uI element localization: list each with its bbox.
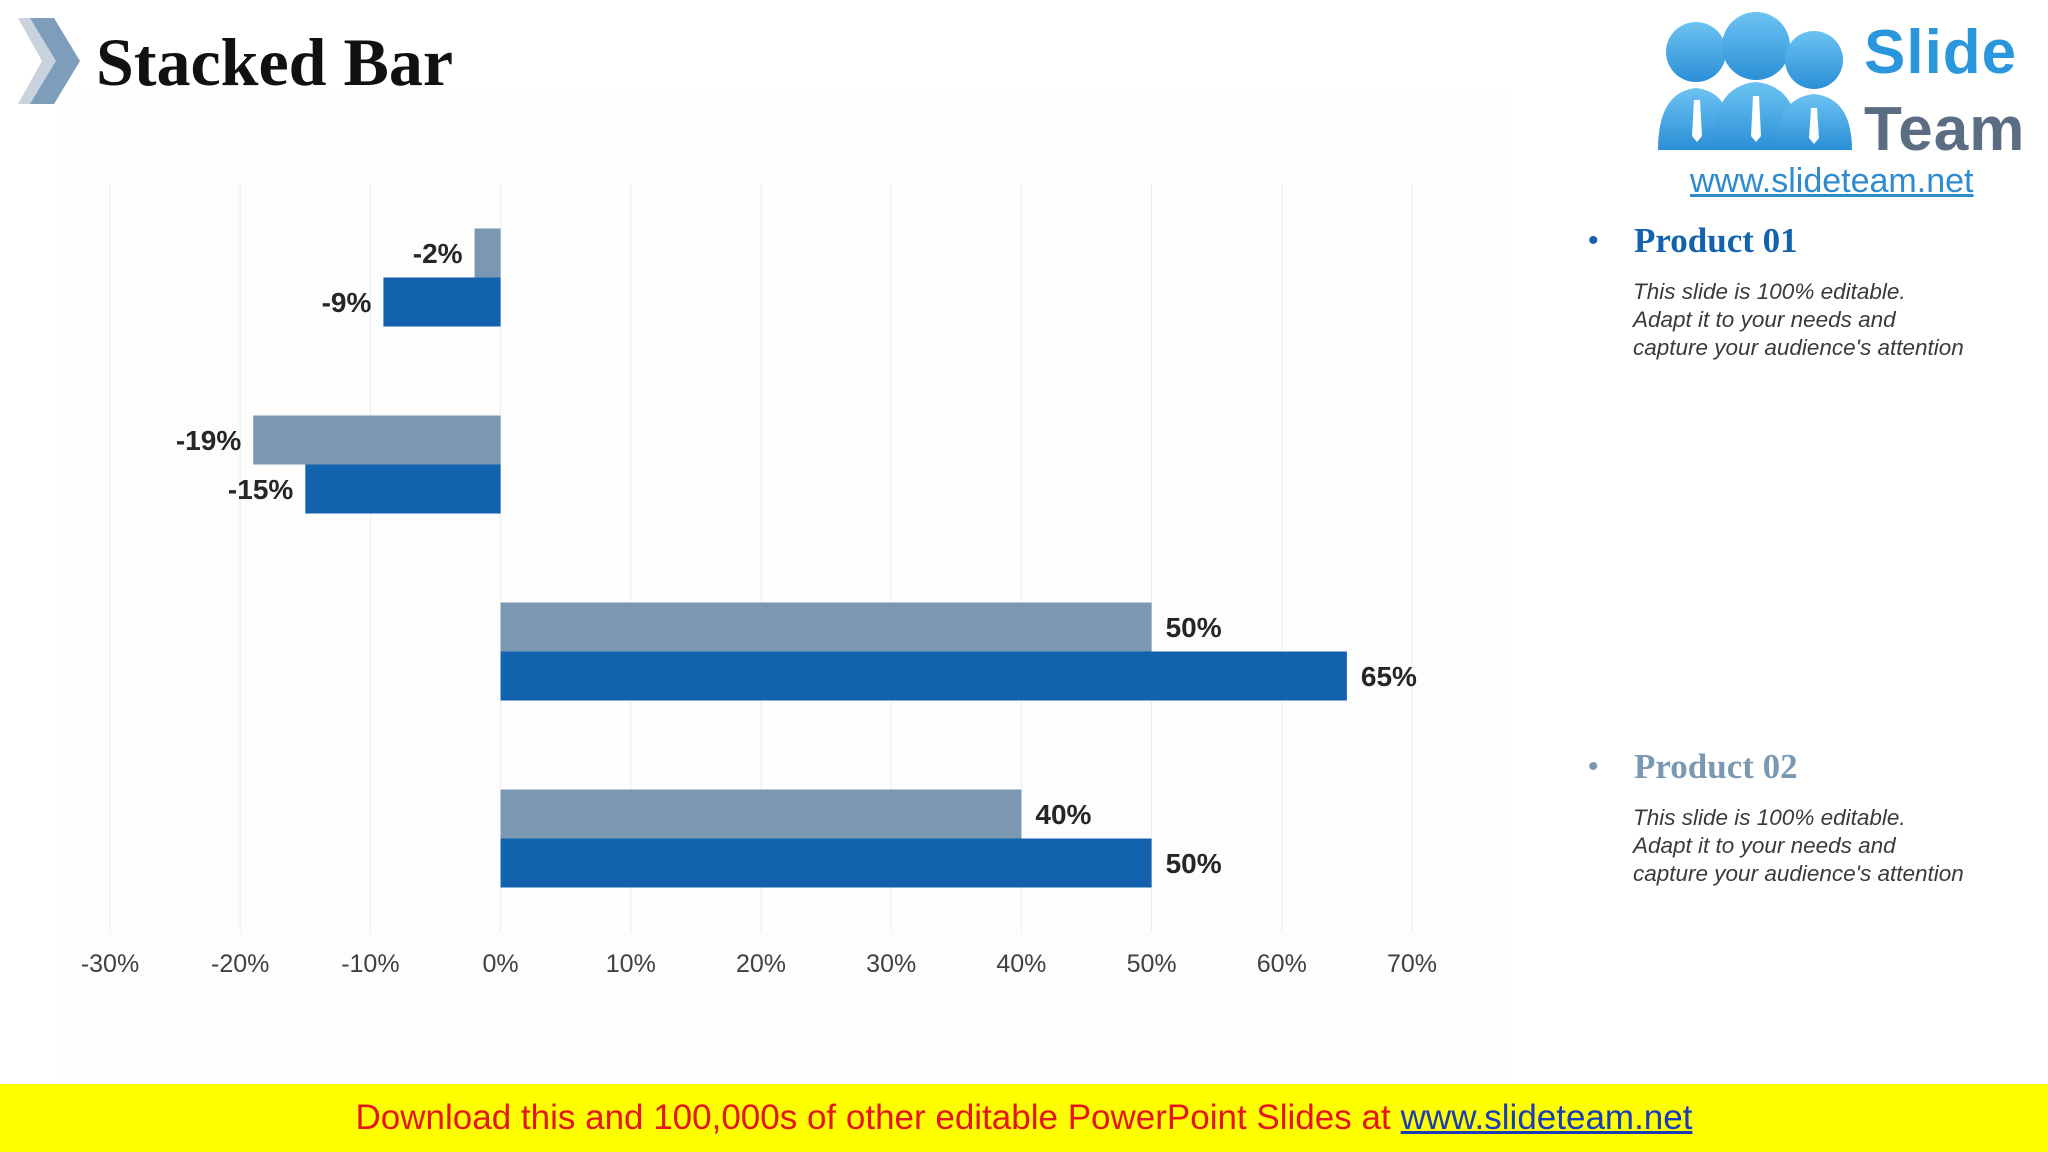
bar [253, 415, 501, 465]
download-banner[interactable]: Download this and 100,000s of other edit… [0, 1084, 2048, 1152]
data-label: 65% [1361, 661, 1417, 692]
data-label: -15% [228, 474, 293, 505]
bar [500, 789, 1022, 839]
legend-description-line: This slide is 100% editable. [1633, 279, 1906, 304]
slideteam-logo[interactable]: Slide Team www.slideteam.net [1638, 0, 2038, 200]
data-label: -19% [176, 425, 241, 456]
x-tick-label: 60% [1257, 950, 1307, 978]
title-chevron-icon [18, 18, 80, 104]
data-label: 50% [1166, 612, 1222, 643]
x-tick-label: 10% [606, 950, 656, 978]
x-tick-label: -20% [211, 950, 269, 978]
legend-description-line: capture your audience's attention [1633, 335, 1964, 360]
logo-word-slide: Slide [1864, 18, 2018, 87]
banner-text: Download this and 100,000s of other edit… [355, 1098, 1391, 1137]
bar-chart: -30% -20% -10% 0% 10% 20% 30% 40% 50% 60% 70% -2% -1… [81, 184, 1437, 978]
legend-description: This slide is 100% editable. Adapt it to… [1633, 804, 2003, 888]
x-tick-label: 0% [483, 950, 519, 978]
bar [500, 651, 1347, 701]
x-tick-label: 20% [736, 950, 786, 978]
logo-word-team: Team [1864, 95, 2026, 164]
x-tick-label: 70% [1387, 950, 1437, 978]
bar [305, 464, 501, 514]
x-tick-label: 50% [1127, 950, 1177, 978]
people-icon [1658, 12, 1852, 150]
legend-product-01: • Product 01 This slide is 100% editable… [1588, 218, 2008, 362]
legend-description-line: capture your audience's attention [1633, 861, 1964, 886]
legend-bullet-icon: • [1588, 750, 1599, 783]
legend-description-line: This slide is 100% editable. [1633, 805, 1906, 830]
x-tick-label: 30% [866, 950, 916, 978]
data-label: -9% [322, 287, 372, 318]
data-label: 40% [1035, 799, 1091, 830]
banner-link[interactable]: www.slideteam.net [1400, 1098, 1693, 1137]
data-label: 50% [1166, 848, 1222, 879]
x-tick-label: 40% [996, 950, 1046, 978]
logo-url-link[interactable]: www.slideteam.net [1690, 162, 1974, 200]
data-label: -2% [413, 238, 463, 269]
bar [500, 838, 1152, 888]
chart-panel: -30% -20% -10% 0% 10% 20% 30% 40% 50% 60% 70% -2% -1… [62, 92, 1512, 1082]
legend-title: Product 01 [1634, 221, 1798, 260]
x-tick-label: -30% [81, 950, 139, 978]
legend-description-line: Adapt it to your needs and [1633, 833, 1896, 858]
legend-product-02: • Product 02 This slide is 100% editable… [1588, 744, 2008, 888]
x-tick-label: -10% [341, 950, 399, 978]
bar [474, 228, 501, 278]
bar [500, 602, 1152, 652]
legend-title: Product 02 [1634, 747, 1798, 786]
legend-bullet-icon: • [1588, 224, 1599, 257]
legend-description: This slide is 100% editable. Adapt it to… [1633, 278, 2003, 362]
bar [383, 277, 501, 327]
page-title: Stacked Bar [96, 24, 453, 100]
legend-description-line: Adapt it to your needs and [1633, 307, 1896, 332]
